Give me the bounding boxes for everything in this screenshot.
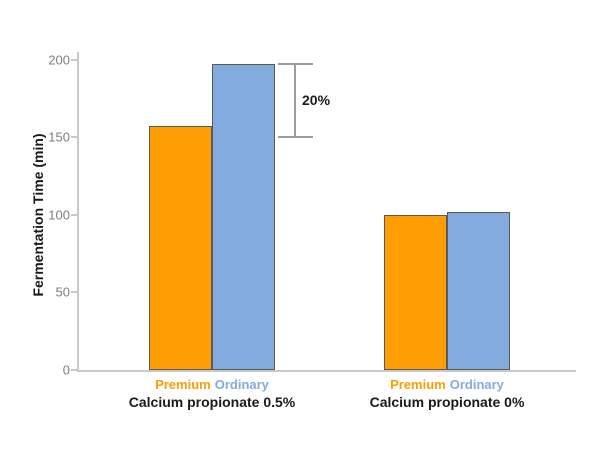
y-tick-mark	[71, 58, 77, 61]
bar-ordinary-group2	[447, 211, 510, 370]
series-labels-group2: Premium Ordinary	[337, 377, 557, 392]
series-labels-group1: Premium Ordinary	[102, 377, 322, 392]
bracket-vertical-line	[294, 64, 296, 138]
series-label-premium: Premium	[390, 377, 446, 392]
y-tick-mark	[71, 369, 77, 371]
bar-premium-group2	[384, 214, 447, 370]
group-label-1: Calcium propionate 0.5%	[128, 394, 296, 410]
y-tick-label: 0	[62, 362, 70, 378]
y-tick-label: 50	[55, 284, 70, 300]
y-tick-label: 200	[48, 52, 70, 68]
difference-label: 20%	[302, 91, 331, 108]
series-label-ordinary: Ordinary	[214, 377, 269, 392]
group-label-2: Calcium propionate 0%	[369, 394, 525, 410]
series-label-premium: Premium	[155, 377, 211, 392]
bracket-bottom-cap	[278, 136, 313, 139]
y-tick-mark	[71, 136, 77, 139]
series-label-ordinary: Ordinary	[449, 377, 504, 392]
y-tick-mark	[71, 213, 77, 216]
y-tick-mark	[71, 291, 77, 294]
y-tick-label: 100	[48, 207, 70, 223]
bar-premium-group1	[149, 126, 212, 370]
y-tick-label: 150	[48, 129, 70, 145]
bar-ordinary-group1	[212, 64, 275, 370]
plot-area	[77, 52, 576, 372]
